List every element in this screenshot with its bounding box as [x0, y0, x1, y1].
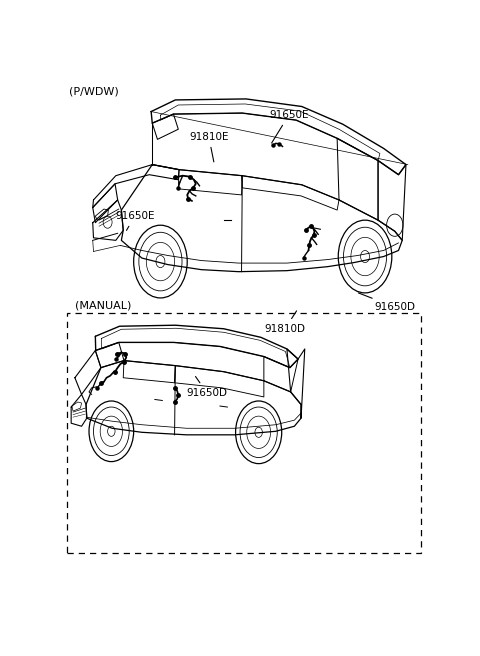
Text: 91650D: 91650D — [186, 377, 228, 398]
Bar — [67, 313, 421, 552]
Text: 91650E: 91650E — [115, 211, 155, 230]
Text: 91810D: 91810D — [264, 311, 306, 334]
Text: (P/WDW): (P/WDW) — [69, 87, 119, 96]
Text: 91810E: 91810E — [189, 132, 228, 162]
Text: (MANUAL): (MANUAL) — [75, 300, 131, 310]
Text: 91650E: 91650E — [269, 110, 309, 143]
Text: 91650D: 91650D — [359, 293, 415, 312]
